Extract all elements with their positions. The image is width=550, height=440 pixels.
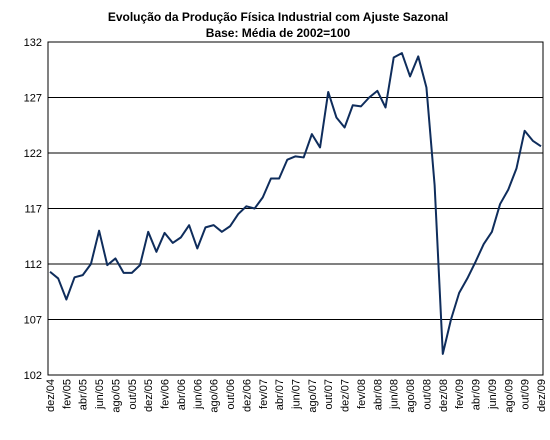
x-tick-label: fev/09	[454, 379, 466, 409]
x-tick-label: jun/07	[291, 379, 303, 410]
x-tick-label: dez/08	[438, 379, 450, 412]
x-tick-label: jun/06	[192, 379, 204, 410]
x-tick-label: fev/05	[61, 379, 73, 409]
x-tick-label: jun/09	[487, 379, 499, 410]
x-tick-label: dez/06	[241, 379, 253, 412]
x-tick-label: out/09	[520, 379, 532, 410]
x-tick-label: ago/05	[110, 379, 122, 413]
y-tick-label: 102	[24, 370, 42, 382]
chart-subtitle: Base: Média de 2002=100	[206, 26, 351, 40]
x-tick-label: ago/06	[209, 379, 221, 413]
x-tick-label: abr/06	[176, 379, 188, 410]
x-tick-label: abr/05	[78, 379, 90, 410]
x-tick-label: dez/07	[340, 379, 352, 412]
x-tick-label: ago/07	[307, 379, 319, 413]
x-tick-label: ago/08	[405, 379, 417, 413]
x-tick-label: ago/09	[503, 379, 515, 413]
x-tick-label: abr/07	[274, 379, 286, 410]
y-tick-label: 132	[24, 37, 42, 49]
x-tick-label: fev/06	[160, 379, 172, 409]
x-tick-label: fev/08	[356, 379, 368, 409]
data-line	[49, 52, 542, 355]
y-tick-label: 127	[24, 93, 42, 105]
x-tick-label: dez/05	[143, 379, 155, 412]
y-tick-label: 117	[24, 204, 42, 216]
y-tick-label: 107	[24, 315, 42, 327]
x-tick-label: abr/08	[372, 379, 384, 410]
x-tick-label: jun/08	[389, 379, 401, 410]
x-tick-label: dez/04	[45, 379, 57, 412]
x-tick-label: out/06	[225, 379, 237, 410]
x-tick-label: out/07	[323, 379, 335, 410]
x-tick-label: dez/09	[536, 379, 548, 412]
y-tick-label: 112	[24, 259, 42, 271]
x-tick-label: fev/07	[258, 379, 270, 409]
x-tick-label: out/05	[127, 379, 139, 410]
x-tick-label: abr/09	[471, 379, 483, 410]
x-tick-label: jun/05	[94, 379, 106, 410]
y-tick-label: 122	[24, 148, 42, 160]
chart-title: Evolução da Produção Física Industrial c…	[108, 10, 448, 24]
x-tick-label: out/08	[421, 379, 433, 410]
